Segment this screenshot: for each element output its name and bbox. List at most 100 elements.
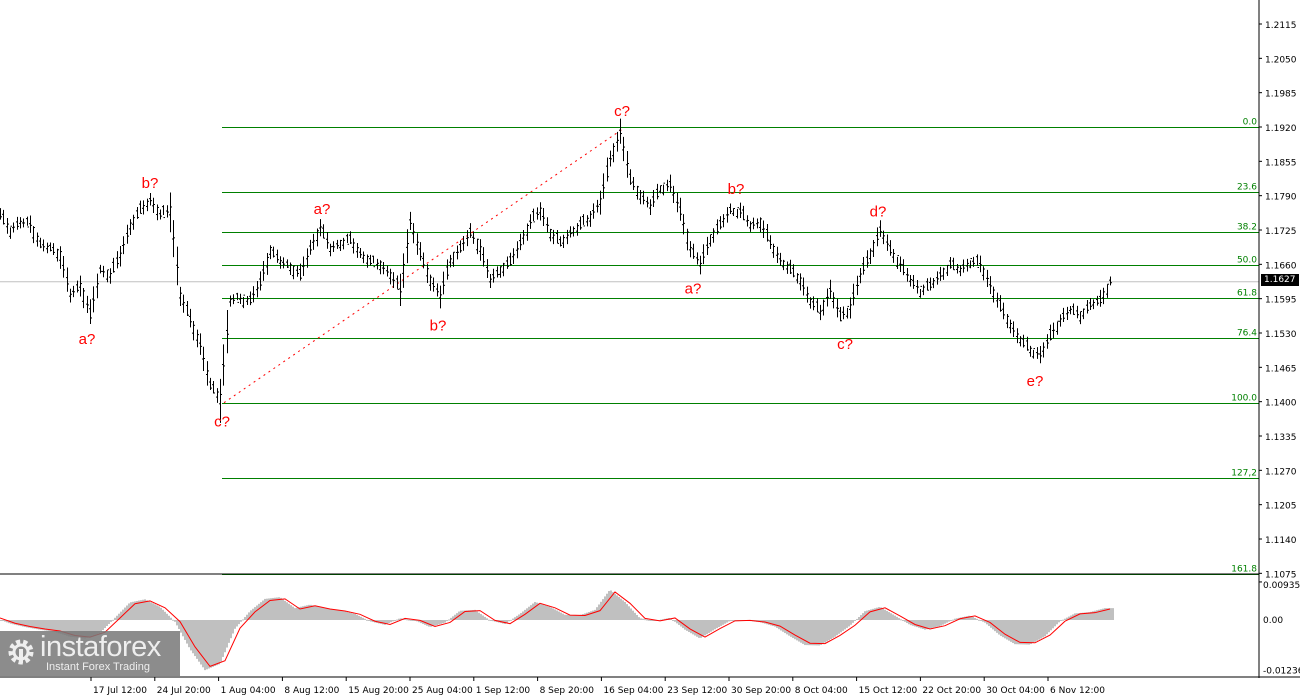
osc-histogram-bar — [262, 600, 264, 620]
osc-histogram-bar — [194, 620, 196, 657]
price-tick-label: 1.1140 — [1265, 536, 1297, 546]
osc-histogram-bar — [142, 599, 144, 620]
osc-histogram-bar — [438, 620, 440, 625]
osc-histogram-bar — [188, 620, 190, 648]
price-bar — [852, 283, 855, 306]
osc-histogram-bar — [294, 608, 296, 620]
price-bar — [282, 257, 285, 269]
price-bar — [506, 256, 509, 269]
osc-histogram-bar — [998, 620, 1000, 635]
osc-histogram-bar — [826, 620, 828, 642]
osc-histogram-bar — [842, 620, 844, 631]
osc-histogram-bar — [66, 620, 68, 636]
osc-histogram-bar — [1042, 620, 1044, 638]
price-tick-label: 1.1790 — [1265, 193, 1297, 203]
price-bar — [982, 266, 985, 281]
price-bar — [932, 277, 935, 289]
osc-histogram-bar — [1062, 619, 1064, 621]
osc-histogram-bar — [1020, 620, 1022, 645]
osc-histogram-bar — [246, 614, 248, 620]
osc-histogram-bar — [568, 614, 570, 620]
price-bar — [849, 297, 852, 319]
price-bar — [359, 247, 362, 258]
osc-histogram-bar — [222, 620, 224, 657]
price-bar — [562, 234, 565, 249]
price-bar — [66, 267, 69, 292]
osc-histogram-bar — [512, 618, 514, 620]
osc-histogram-bar — [132, 601, 134, 620]
osc-histogram-bar — [1094, 610, 1096, 620]
osc-histogram-bar — [1034, 620, 1036, 642]
price-bar — [636, 185, 639, 200]
fib-level-label: 23.6 — [1237, 183, 1257, 193]
osc-histogram-bar — [1084, 612, 1086, 620]
price-bar — [446, 259, 449, 280]
osc-histogram-bar — [476, 611, 478, 620]
osc-histogram-bar — [642, 618, 644, 620]
osc-histogram-bar — [924, 620, 926, 630]
osc-histogram-bar — [162, 609, 164, 620]
osc-histogram-bar — [970, 616, 972, 620]
osc-histogram-bar — [136, 600, 138, 620]
price-bar — [769, 235, 772, 249]
wave-label: b? — [142, 175, 159, 192]
price-bar — [602, 173, 605, 199]
price-bar — [116, 251, 119, 269]
price-bar — [332, 241, 335, 252]
osc-histogram-bar — [898, 618, 900, 620]
price-bar — [466, 230, 469, 247]
price-bar — [599, 190, 602, 215]
osc-histogram-bar — [238, 620, 240, 625]
price-tick-label: 1.1335 — [1265, 433, 1297, 443]
price-bar — [572, 226, 575, 237]
osc-histogram-bar — [820, 620, 822, 645]
osc-histogram-bar — [286, 602, 288, 620]
osc-histogram-bar — [926, 620, 928, 630]
osc-histogram-bar — [584, 613, 586, 620]
price-bar — [879, 220, 882, 237]
wave-label: d? — [870, 203, 887, 220]
osc-histogram-bar — [408, 619, 410, 621]
osc-histogram-bar — [852, 620, 854, 623]
osc-histogram-bar — [342, 611, 344, 620]
osc-histogram-bar — [88, 620, 90, 638]
osc-histogram-bar — [594, 609, 596, 620]
price-bar — [229, 295, 232, 307]
price-tick-label: 1.1855 — [1265, 158, 1297, 168]
osc-histogram-bar — [980, 620, 982, 621]
price-bar — [786, 261, 789, 274]
osc-histogram-bar — [540, 603, 542, 620]
osc-histogram-bar — [312, 605, 314, 620]
price-bar — [819, 304, 822, 321]
price-bar — [532, 208, 535, 223]
price-bar — [172, 220, 175, 258]
osc-histogram-bar — [206, 620, 208, 670]
price-bar — [246, 295, 249, 306]
osc-histogram-bar — [1032, 620, 1034, 643]
osc-histogram-bar — [288, 603, 290, 620]
osc-histogram-bar — [792, 620, 794, 639]
price-bar — [256, 280, 259, 298]
osc-histogram-bar — [410, 619, 412, 621]
osc-histogram-bar — [916, 620, 918, 628]
osc-histogram-bar — [566, 614, 568, 620]
price-tick-label: 1.1465 — [1265, 364, 1297, 374]
osc-histogram-bar — [874, 608, 876, 620]
osc-histogram-bar — [488, 619, 490, 621]
osc-histogram-bar — [1026, 620, 1028, 645]
price-bar — [862, 256, 865, 275]
osc-histogram-bar — [292, 606, 294, 620]
price-bar — [689, 241, 692, 258]
osc-histogram-bar — [838, 620, 840, 634]
price-bar — [442, 271, 445, 295]
osc-histogram-bar — [696, 620, 698, 637]
price-bar — [596, 199, 599, 213]
osc-histogram-bar — [106, 620, 108, 627]
time-tick-label: 22 Oct 20:00 — [922, 686, 981, 696]
price-bar — [0, 208, 2, 220]
price-bar — [26, 216, 29, 228]
osc-histogram-bar — [128, 603, 130, 620]
price-bar — [209, 377, 212, 391]
osc-histogram-bar — [430, 620, 432, 627]
